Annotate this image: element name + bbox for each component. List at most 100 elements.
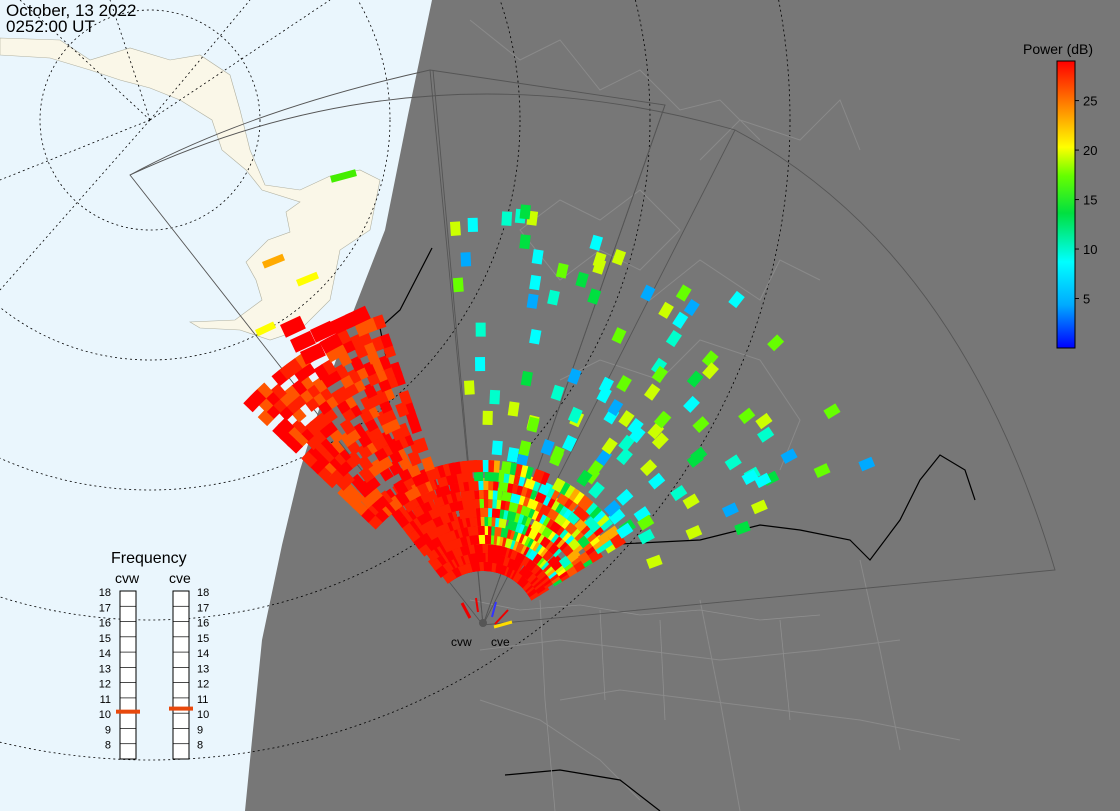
echo-cell xyxy=(286,358,303,375)
echo-cell xyxy=(334,363,350,380)
echo-cell xyxy=(359,492,376,509)
echo-cell xyxy=(290,330,316,353)
echo-cell xyxy=(291,379,308,397)
echo-cell xyxy=(603,499,622,517)
frequency-scale-label: 9 xyxy=(197,724,203,736)
echo-cell xyxy=(300,342,326,365)
echo-cell xyxy=(685,525,703,540)
echo-cell xyxy=(587,288,602,305)
echo-cell xyxy=(296,271,320,287)
echo-cell xyxy=(328,439,345,456)
echo-cell xyxy=(280,315,306,338)
echo-cell xyxy=(362,382,378,399)
echo-cell xyxy=(372,314,387,330)
frequency-scale-label: 16 xyxy=(99,618,111,630)
frequency-scale-label: 10 xyxy=(99,709,111,721)
echo-cell xyxy=(640,284,656,302)
echo-cell xyxy=(351,423,367,440)
cve-frequency-label: cve xyxy=(169,570,191,586)
echo-cell xyxy=(633,506,651,523)
echo-cell xyxy=(375,409,391,426)
echo-cell xyxy=(507,401,520,417)
echo-cell xyxy=(738,407,756,425)
frequency-title: Frequency xyxy=(111,550,187,567)
frequency-scale-label: 18 xyxy=(197,587,209,599)
echo-cell xyxy=(362,428,378,445)
echo-cell xyxy=(315,411,332,428)
echo-cell xyxy=(421,456,435,472)
echo-cell xyxy=(780,448,798,464)
echo-cell xyxy=(506,447,520,463)
echo-cell xyxy=(653,411,671,429)
frequency-scale-label: 18 xyxy=(99,587,111,599)
echo-cell xyxy=(467,217,478,233)
echo-cell xyxy=(648,472,666,490)
echo-cell xyxy=(349,355,365,372)
echo-cell xyxy=(346,368,362,385)
echo-cell xyxy=(611,327,627,345)
echo-cell xyxy=(637,528,655,545)
echo-cell xyxy=(616,375,632,393)
echo-cell xyxy=(665,329,682,348)
time-label: 0252:00 UT xyxy=(6,17,95,36)
echo-cell xyxy=(574,516,590,532)
echo-cell xyxy=(587,531,603,547)
echo-cell xyxy=(360,395,376,412)
echo-cell xyxy=(460,252,472,267)
echo-cell xyxy=(757,426,775,443)
power-legend-title: Power (dB) xyxy=(1023,41,1094,57)
echo-cell xyxy=(378,430,394,447)
echo-cell xyxy=(582,500,598,516)
echo-cell xyxy=(452,277,464,293)
echo-cell xyxy=(357,455,374,472)
state-lines xyxy=(469,599,821,811)
power-legend-ticks: 5 10 15 20 25 xyxy=(1075,94,1097,307)
frequency-scale-label: 17 xyxy=(197,602,209,614)
echo-cell xyxy=(627,417,644,436)
echo-cell xyxy=(336,385,352,402)
echo-cell xyxy=(547,289,560,306)
echo-cell xyxy=(651,432,669,450)
frequency-scale-label: 14 xyxy=(99,648,111,660)
echo-cell xyxy=(321,359,337,376)
echo-cell xyxy=(618,434,635,452)
echo-cell xyxy=(398,390,413,406)
echo-cell xyxy=(526,293,539,309)
echo-cell xyxy=(309,416,326,433)
echo-cell xyxy=(640,459,658,477)
echo-cell xyxy=(303,421,320,438)
echo-cell xyxy=(670,484,688,502)
echo-cell xyxy=(672,311,689,329)
echo-cell xyxy=(255,321,277,337)
echo-cell xyxy=(616,488,634,506)
echo-cell xyxy=(336,328,352,345)
echo-cell xyxy=(500,461,512,475)
legend-tick-label: 15 xyxy=(1083,193,1097,208)
echo-cell xyxy=(823,403,841,420)
echo-cell xyxy=(284,385,301,402)
echo-cell xyxy=(590,508,606,523)
echo-cell xyxy=(702,362,719,380)
echo-cell xyxy=(330,169,357,183)
backscatter-echoes xyxy=(243,169,876,601)
frequency-panel: 18 17 16 15 14 13 12 11 10 9 8 18 17 16 15 14 13 12 11 10 9 8 xyxy=(99,587,209,760)
echo-cell xyxy=(592,251,607,269)
echo-cell xyxy=(529,328,542,345)
echo-cell xyxy=(578,496,594,512)
echo-cell xyxy=(675,284,692,302)
frequency-scale-label: 13 xyxy=(197,663,209,675)
frequency-column xyxy=(119,590,137,760)
echo-cell xyxy=(567,406,583,424)
echo-cell xyxy=(574,492,590,508)
power-color-bar xyxy=(1056,60,1076,349)
echo-cell xyxy=(683,395,700,413)
echo-cell xyxy=(564,520,580,536)
echo-cell xyxy=(319,337,335,354)
echo-cell xyxy=(407,450,422,467)
echo-cell xyxy=(243,396,260,413)
frequency-scale-label: 12 xyxy=(197,679,209,691)
echo-cell xyxy=(565,486,580,502)
alaska-day-land xyxy=(0,37,381,341)
echo-cell xyxy=(354,321,369,337)
